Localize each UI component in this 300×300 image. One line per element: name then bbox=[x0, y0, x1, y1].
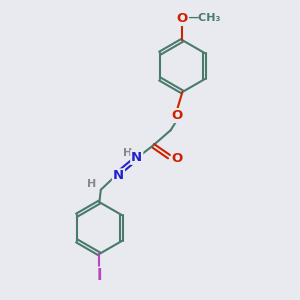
Text: N: N bbox=[131, 151, 142, 164]
Text: O: O bbox=[177, 12, 188, 25]
Text: I: I bbox=[97, 268, 102, 283]
Text: O: O bbox=[172, 152, 183, 165]
Text: —CH₃: —CH₃ bbox=[188, 14, 221, 23]
Text: H: H bbox=[123, 148, 132, 158]
Text: H: H bbox=[87, 179, 97, 190]
Text: O: O bbox=[172, 109, 183, 122]
Text: N: N bbox=[113, 169, 124, 182]
